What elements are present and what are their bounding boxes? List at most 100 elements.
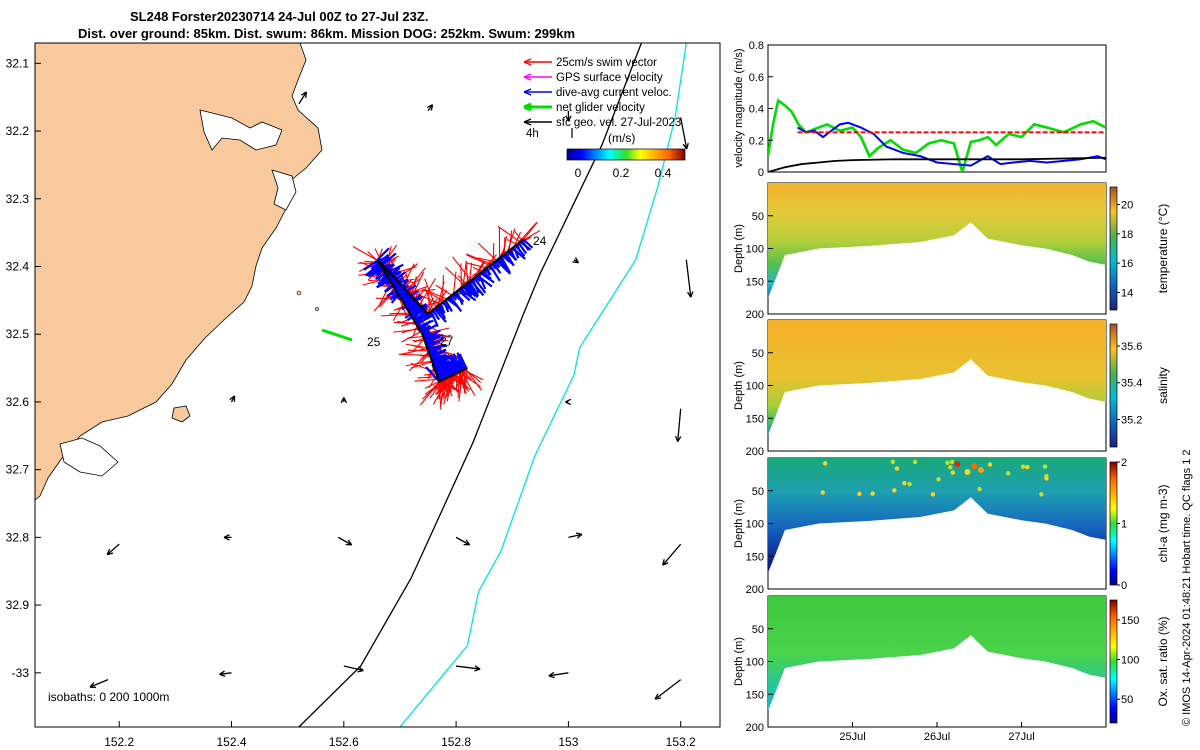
velocity-series bbox=[768, 98, 1106, 172]
swim-vector bbox=[419, 278, 436, 306]
geo-vector-head bbox=[662, 559, 669, 566]
swim-vector bbox=[513, 231, 522, 248]
section-oxygen: 50 100 150 200 Depth (m) 50 100 150 Ox. sat. rat… bbox=[733, 595, 1170, 743]
map-y-tick-label: 32.4 bbox=[6, 259, 30, 273]
current-vector bbox=[393, 280, 403, 290]
velocity-y-tick-label: 0.4 bbox=[749, 104, 764, 116]
current-vector bbox=[423, 329, 441, 340]
chl-sample bbox=[945, 460, 950, 466]
section-colorbar-tick-label: 14 bbox=[1121, 287, 1133, 299]
current-vector bbox=[390, 271, 407, 283]
current-vector bbox=[435, 369, 444, 381]
current-vector bbox=[446, 359, 459, 374]
section-y-tick-label: 200 bbox=[746, 446, 764, 458]
scale-label: 4h bbox=[526, 128, 539, 140]
swim-vector bbox=[401, 347, 428, 355]
speed-colorbar-label: (m/s) bbox=[608, 131, 635, 145]
section-y-tick-label: 200 bbox=[746, 309, 764, 321]
map-x-axis: 152.2 152.4 152.6 152.8 153 153.2 bbox=[104, 721, 696, 749]
swim-vector bbox=[407, 336, 424, 339]
velocity-y-tick-label: 0.8 bbox=[749, 40, 764, 52]
section-y-tick-label: 100 bbox=[746, 244, 764, 256]
swim-vector bbox=[460, 369, 465, 386]
current-vector bbox=[429, 346, 441, 356]
current-vector bbox=[405, 294, 421, 309]
section-colorbar-tick-label: 20 bbox=[1121, 200, 1133, 212]
section-colorbar bbox=[1109, 461, 1118, 586]
section-colorbar-tick-label: 35.4 bbox=[1121, 378, 1142, 390]
section-ylabel: Depth (m) bbox=[733, 361, 745, 410]
geo-vector-head bbox=[89, 682, 97, 689]
chl-sample bbox=[894, 466, 900, 471]
geo-vector bbox=[219, 672, 232, 675]
map-x-tick-label: 153.2 bbox=[666, 735, 696, 749]
current-vector bbox=[424, 337, 437, 344]
geo-vector bbox=[337, 536, 353, 546]
swim-vector bbox=[452, 271, 457, 295]
section-ylabel: Depth (m) bbox=[733, 499, 745, 548]
chl-sample bbox=[987, 462, 993, 467]
swim-vector bbox=[410, 362, 437, 373]
current-vector bbox=[409, 302, 427, 315]
geo-vector-head bbox=[565, 398, 572, 406]
current-vector bbox=[431, 309, 441, 321]
geo-vector bbox=[662, 543, 682, 566]
map-legend: 4h 25cm/s swim vector GPS surface velocit… bbox=[523, 57, 681, 140]
current-vector bbox=[446, 298, 459, 308]
chl-sample bbox=[890, 459, 896, 465]
current-vector bbox=[481, 270, 492, 280]
speed-colorbar-tick: 0.4 bbox=[655, 166, 672, 180]
swim-vector bbox=[419, 355, 431, 357]
current-vector bbox=[466, 282, 479, 299]
current-vector bbox=[402, 296, 412, 303]
geo-vector-head bbox=[654, 693, 662, 700]
legend-label: 25cm/s swim vector bbox=[556, 57, 657, 69]
swim-vector bbox=[452, 256, 472, 281]
map-y-tick-label: 32.3 bbox=[6, 192, 30, 206]
coastal-lake bbox=[199, 109, 283, 151]
velocity-y-tick-label: 0.6 bbox=[749, 72, 764, 84]
chl-sample bbox=[1025, 464, 1030, 470]
geo-vector-head bbox=[687, 291, 694, 298]
chl-sample bbox=[1044, 476, 1049, 481]
section-field bbox=[768, 183, 1106, 298]
isobath-1000m bbox=[399, 43, 687, 727]
speed-colorbar-tick: 0 bbox=[575, 166, 582, 180]
current-vector bbox=[492, 262, 502, 274]
current-vector bbox=[468, 281, 480, 297]
current-vector bbox=[443, 360, 457, 375]
geo-vector bbox=[680, 117, 688, 150]
current-vector bbox=[495, 259, 512, 275]
islet bbox=[296, 290, 302, 296]
chl-sample bbox=[954, 461, 961, 467]
coastal-island bbox=[171, 405, 191, 423]
geo-vector-head bbox=[682, 143, 689, 150]
track-label-27: 27 bbox=[440, 334, 454, 348]
current-vector bbox=[433, 308, 447, 323]
section-salinity: 50 100 150 200 Depth (m) 35.2 35.4 35.6 salinity bbox=[733, 319, 1170, 458]
current-vector bbox=[497, 258, 505, 267]
section-y-tick-label: 50 bbox=[752, 348, 764, 360]
geo-vector-head bbox=[300, 91, 308, 98]
current-vector bbox=[378, 253, 390, 264]
geo-vector-head bbox=[463, 539, 471, 546]
swim-vector bbox=[507, 228, 516, 252]
current-vector bbox=[458, 359, 468, 370]
swim-vector bbox=[378, 281, 392, 307]
current-vector bbox=[399, 293, 407, 298]
map-x-tick-label: 152.4 bbox=[217, 735, 247, 749]
chl-sample bbox=[1020, 464, 1026, 469]
current-vector bbox=[408, 304, 417, 313]
current-vector bbox=[403, 297, 412, 305]
swim-vector bbox=[432, 376, 450, 405]
geo-vector-head bbox=[426, 104, 434, 111]
current-vector bbox=[522, 238, 534, 249]
current-vector bbox=[391, 277, 400, 285]
geo-vector-head bbox=[223, 534, 230, 541]
section-colorbar bbox=[1109, 599, 1118, 724]
current-vector bbox=[500, 256, 511, 274]
current-vector bbox=[367, 265, 385, 278]
map-y-axis: 32.1 32.2 32.3 32.4 32.5 32.6 32.7 32.8 32.9 -33 bbox=[6, 56, 41, 680]
swim-vector bbox=[406, 267, 426, 292]
geo-vector bbox=[548, 672, 569, 677]
